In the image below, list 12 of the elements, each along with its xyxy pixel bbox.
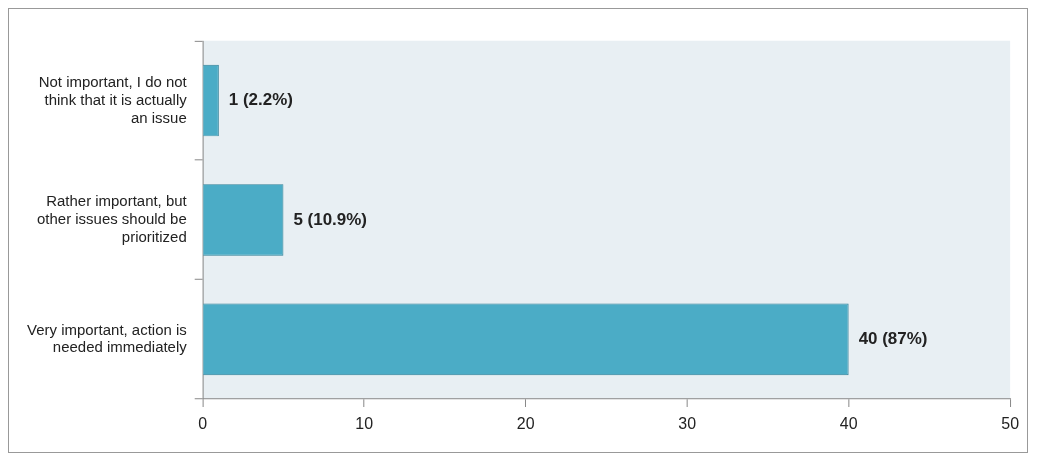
x-tick-label: 10 (355, 414, 374, 432)
y-tick-label: Not important, I do not think that it is actually an issue (38, 72, 188, 126)
x-tick-label: 0 (198, 414, 208, 432)
x-tick-label: 20 (516, 414, 535, 432)
x-tick-label: 30 (678, 414, 697, 432)
y-tick-label: Very important, action is needed immediately (27, 320, 188, 356)
data-label: 1 (2.2%) (228, 90, 293, 110)
data-label: 5 (10.9%) (293, 209, 367, 229)
x-tick-label: 40 (839, 414, 858, 432)
x-tick-label: 50 (1001, 414, 1020, 432)
y-tick-label: Rather important, but other issues should be prioritized (37, 192, 188, 245)
data-label: 40 (87%) (858, 329, 928, 348)
